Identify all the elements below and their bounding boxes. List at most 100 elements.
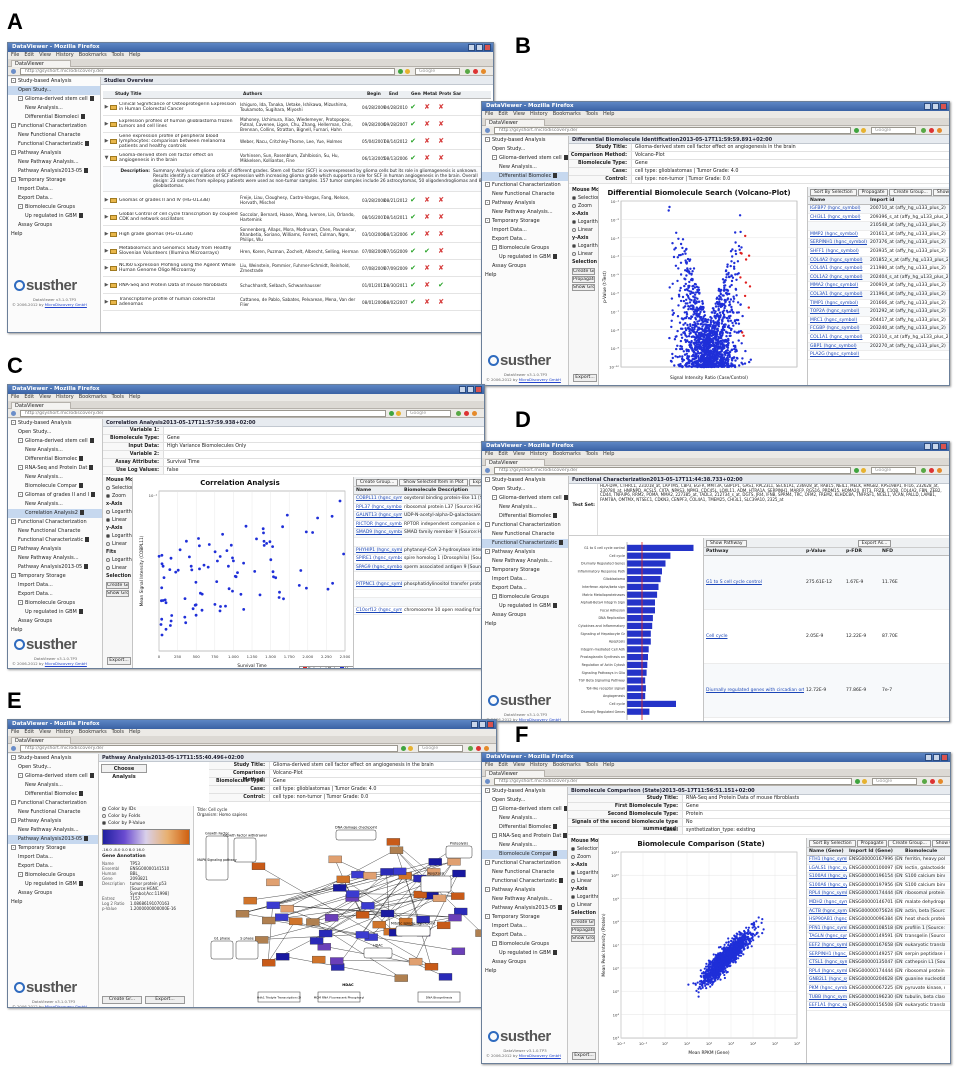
tree-item[interactable]: Export Data... xyxy=(482,584,568,593)
table-row[interactable]: GNB2L1 (hgnc_symbol)ENSG00000204628 (ENS… xyxy=(807,976,950,985)
menu-history[interactable]: History xyxy=(55,394,74,400)
bookmark-icon[interactable] xyxy=(861,128,866,133)
tree-item[interactable]: Open Study... xyxy=(8,86,100,95)
search-input[interactable]: Google xyxy=(406,410,451,417)
stop-icon[interactable] xyxy=(930,779,935,784)
pathway-bar[interactable] xyxy=(627,576,661,583)
table-row[interactable]: FTH1 (hgnc_symbol)ENSG00000167996 (ENSG)… xyxy=(807,856,950,865)
radio-option[interactable]: Zoom xyxy=(569,203,598,211)
table-cell[interactable]: GBP1 (hgnc_symbol) xyxy=(810,343,857,349)
trash-icon[interactable] xyxy=(78,881,83,886)
collapse-icon[interactable]: - xyxy=(485,200,490,205)
tree-item[interactable]: - Glioma-derived stem cell xyxy=(8,95,100,104)
expand-icon[interactable]: ▶ xyxy=(104,265,109,271)
table-row[interactable]: COL1A1 (hgnc_symbol) 202310_s_at (affy_hg… xyxy=(808,334,949,343)
table-row[interactable] xyxy=(354,538,484,547)
company-link[interactable]: MicroDiscovery GmbH xyxy=(518,717,561,721)
trash-icon[interactable] xyxy=(79,791,84,796)
collapse-icon[interactable]: - xyxy=(11,800,16,805)
radio-option[interactable]: Logarithmic xyxy=(568,870,598,878)
plot-option-button[interactable]: Show Group... xyxy=(106,590,129,597)
tree-item[interactable]: Help xyxy=(8,626,102,635)
trash-icon[interactable] xyxy=(563,495,568,500)
table-cell[interactable]: TAGLN (hgnc_symbol) xyxy=(809,934,847,940)
table-row[interactable]: COL3A1 (hgnc_symbol) 211964_at (affy_hg_u… xyxy=(808,290,949,300)
menu-tools[interactable]: Tools xyxy=(111,52,124,58)
gene-node[interactable] xyxy=(262,916,276,925)
tree-item[interactable]: Open Study... xyxy=(8,763,98,772)
gene-node[interactable] xyxy=(451,892,465,900)
table-row[interactable]: MMA2 (hgnc_symbol) 200919_at (affy_hg_u13… xyxy=(808,282,949,291)
tree-item[interactable]: - Biomolecule Groups xyxy=(8,203,100,212)
table-row[interactable]: GALNT13 (hgnc_symbol)UDP-N-acetyl-alpha-… xyxy=(354,512,484,521)
table-cell[interactable] xyxy=(354,590,402,598)
table-cell[interactable]: FCGBP (hgnc_symbol) xyxy=(810,326,860,332)
table-row[interactable]: EEF1A1 (hgnc_symbol)ENSG00000156508 (ENS… xyxy=(807,1002,950,1011)
toolbar-button[interactable]: Create Group... xyxy=(356,479,399,486)
radio-icon[interactable] xyxy=(572,251,576,256)
tree-item[interactable]: Assay Groups xyxy=(482,262,568,271)
tree-item[interactable]: Assay Groups xyxy=(8,617,102,626)
gene-node[interactable] xyxy=(363,871,377,880)
tree-item[interactable]: Import Data... xyxy=(8,853,98,862)
tree-item[interactable]: - Biomolecule Groups xyxy=(8,599,102,608)
menu-history[interactable]: History xyxy=(55,729,74,735)
radio-option[interactable]: Logarithmic xyxy=(569,243,598,251)
minimize-icon[interactable] xyxy=(925,754,932,761)
tree-item[interactable]: Functional Characterizatic xyxy=(482,877,567,886)
menu-edit[interactable]: Edit xyxy=(498,451,509,457)
menu-file[interactable]: File xyxy=(11,729,20,735)
gene-node[interactable] xyxy=(437,921,451,930)
radio-icon[interactable] xyxy=(106,485,110,490)
minimize-icon[interactable] xyxy=(924,443,931,450)
gene-node[interactable] xyxy=(448,913,462,922)
table-row[interactable]: G1 to S cell cycle control 275.61E-12 1.67… xyxy=(704,556,949,610)
trash-icon[interactable] xyxy=(78,609,83,614)
tree-item[interactable]: New Analysis... xyxy=(482,503,568,512)
table-cell[interactable]: TIMP1 (hgnc_symbol) xyxy=(810,300,859,306)
maximize-icon[interactable] xyxy=(467,386,474,393)
radio-option[interactable]: Linear xyxy=(569,251,598,259)
column-header[interactable]: Begin xyxy=(367,92,381,97)
table-cell[interactable]: EEF2 (hgnc_symbol) xyxy=(809,942,847,948)
gene-node[interactable] xyxy=(262,959,276,967)
tree-item[interactable]: - Biomolecule Groups xyxy=(482,593,568,602)
pathway-bar[interactable] xyxy=(627,615,653,622)
pathway-bar[interactable] xyxy=(627,669,647,676)
collapse-icon[interactable]: - xyxy=(485,549,490,554)
table-cell[interactable]: GNB2L1 (hgnc_symbol) xyxy=(809,977,847,983)
gene-node[interactable] xyxy=(386,838,401,846)
column-header[interactable]: Import id xyxy=(870,198,895,203)
tree-item[interactable]: - Study-based Analysis xyxy=(8,419,102,428)
go-icon[interactable] xyxy=(854,468,859,473)
trash-icon[interactable] xyxy=(553,824,558,829)
tree-item[interactable]: Up regulated in GBM xyxy=(8,608,102,617)
table-cell[interactable]: PLA2G (hgnc_symbol) xyxy=(810,352,860,358)
column-header[interactable]: Pathway xyxy=(706,549,729,554)
url-input[interactable]: http://gsyshort.microdiscovery.de/ xyxy=(494,467,851,474)
pathway-bar[interactable] xyxy=(627,560,666,567)
tree-item[interactable]: Export Data... xyxy=(8,590,102,599)
company-link[interactable]: MicroDiscovery GmbH xyxy=(44,302,87,307)
collapse-icon[interactable]: - xyxy=(485,567,490,572)
table-cell[interactable]: RPL37 (hgnc_symbol) xyxy=(356,504,402,510)
radio-option[interactable]: Linear xyxy=(103,541,132,549)
radio-icon[interactable] xyxy=(106,517,110,522)
table-row[interactable]: C10orf12 (hgnc_symbol)chromosome 10 open… xyxy=(354,607,484,616)
table-cell[interactable]: COL1A1 (hgnc_symbol) xyxy=(810,334,863,340)
tree-item[interactable]: Functional Characterizatic xyxy=(482,539,568,548)
table-cell[interactable] xyxy=(354,598,402,606)
trash-icon[interactable] xyxy=(552,950,557,955)
tree-item[interactable]: Up regulated in GBM xyxy=(482,949,567,958)
table-row[interactable]: TOP2A (hgnc_symbol) 201292_at (affy_hg_u1… xyxy=(808,308,949,317)
tree-item[interactable]: New Analysis... xyxy=(8,500,102,509)
table-row[interactable]: S100A6 (hgnc_symbol)ENSG00000197956 (ENS… xyxy=(807,882,950,891)
trash-icon[interactable] xyxy=(89,438,94,443)
color-option[interactable]: Color by P-Value xyxy=(99,820,193,827)
gene-node[interactable] xyxy=(427,868,441,876)
color-option[interactable]: Color by IDs xyxy=(99,806,193,813)
tree-item[interactable]: Export Data... xyxy=(482,235,568,244)
expand-icon[interactable]: ▶ xyxy=(104,197,109,203)
toolbar-button[interactable]: Export As... xyxy=(468,479,484,486)
table-row[interactable]: PITPNC1 (hgnc_symbol)phosphatidylinosito… xyxy=(354,580,484,590)
